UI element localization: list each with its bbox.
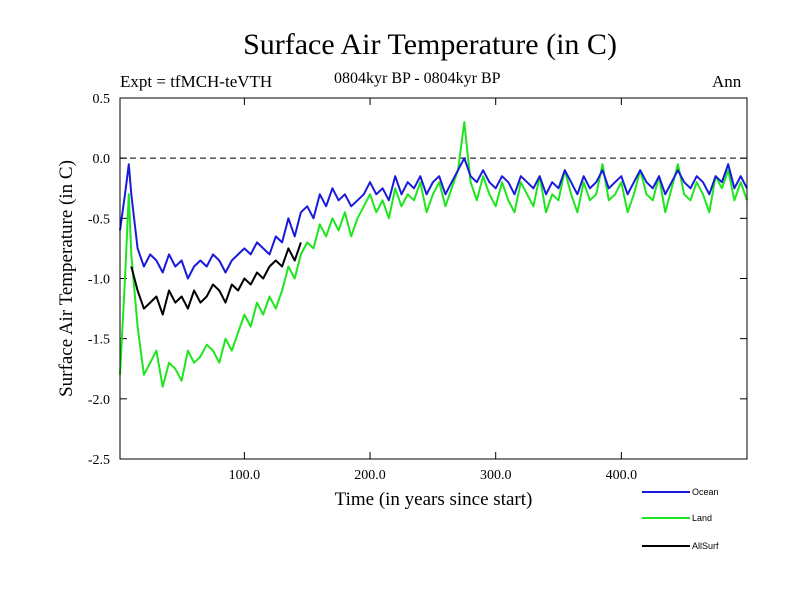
legend-label-land: Land bbox=[692, 513, 712, 523]
series-line-allsurf bbox=[130, 242, 302, 316]
experiment-label: Expt = tfMCH-teVTH bbox=[120, 72, 273, 91]
y-tick-label: -1.5 bbox=[88, 333, 110, 348]
y-tick-label: -2.5 bbox=[88, 453, 110, 468]
y-tick-label: -1.0 bbox=[88, 273, 110, 288]
plot-frame bbox=[119, 97, 748, 460]
y-axis-title: Surface Air Temperature (in C) bbox=[56, 160, 77, 397]
legend-label-ocean: Ocean bbox=[692, 487, 719, 497]
x-tick-label: 300.0 bbox=[480, 468, 512, 483]
x-tick-label: 400.0 bbox=[606, 468, 638, 483]
period-label: 0804kyr BP - 0804kyr BP bbox=[334, 70, 501, 87]
axis-layer bbox=[120, 97, 747, 460]
series-line-ocean bbox=[119, 157, 748, 280]
x-tick-label: 100.0 bbox=[229, 468, 261, 483]
series-layer bbox=[119, 121, 748, 388]
chart-title: Surface Air Temperature (in C) bbox=[243, 28, 617, 61]
legend-label-allsurf: AllSurf bbox=[692, 541, 719, 551]
season-label: Ann bbox=[712, 72, 742, 91]
y-tick-label: 0.0 bbox=[93, 152, 111, 167]
x-axis-title: Time (in years since start) bbox=[335, 489, 533, 510]
y-tick-label: -0.5 bbox=[88, 212, 110, 227]
x-tick-label: 200.0 bbox=[354, 468, 386, 483]
legend: Ocean Land AllSurf bbox=[642, 487, 719, 551]
label-layer: 0.5 0.0 -0.5 -1.0 -1.5 -2.0 -2.5 100.0 200.0 300.… bbox=[56, 92, 637, 510]
y-tick-label: -2.0 bbox=[88, 393, 110, 408]
y-tick-label: 0.5 bbox=[93, 92, 111, 107]
